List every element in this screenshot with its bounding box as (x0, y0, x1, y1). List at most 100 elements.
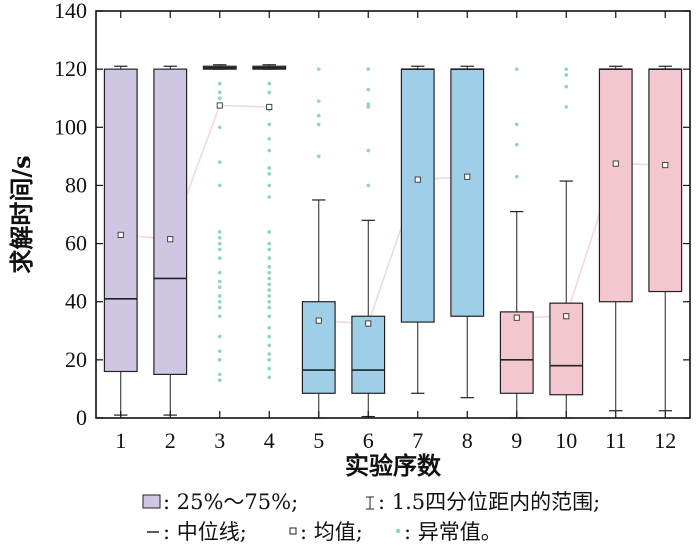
mean-marker (662, 162, 669, 169)
mean-marker (117, 231, 124, 238)
y-tick-label: 60 (65, 231, 87, 256)
mean-marker (315, 317, 322, 324)
y-axis-label: 求解时间/s (7, 155, 36, 273)
outlier-point (514, 67, 519, 71)
outlier-point (267, 148, 272, 153)
outlier-point (267, 195, 272, 199)
outlier-point (267, 366, 272, 371)
box-7 (400, 65, 435, 394)
x-tick-label: 3 (214, 428, 225, 453)
x-tick-label: 8 (462, 428, 473, 453)
plot-frame (95, 10, 691, 419)
box-4 (252, 64, 287, 70)
outlier-point (564, 84, 569, 89)
x-axis-ticks: 1 2 3 4 5 6 7 8 9 10 11 12 (115, 11, 676, 453)
outlier-point (267, 241, 272, 246)
x-axis-label: 实验序数 (345, 451, 442, 480)
x-tick-label: 1 (115, 428, 126, 453)
x-tick-label: 7 (412, 428, 423, 453)
x-tick-label: 9 (511, 428, 522, 453)
outlier-point (217, 230, 222, 234)
iqr-box (400, 68, 435, 323)
iqr-box (351, 315, 386, 394)
outlier-point (217, 90, 222, 95)
y-tick-label: 20 (65, 347, 87, 372)
iqr-box (153, 68, 188, 375)
legend-whisker-text: : 1.5四分位距内的范围; (378, 490, 600, 514)
y-tick-label: 0 (76, 405, 87, 430)
box-9 (499, 210, 534, 419)
mean-marker (464, 173, 471, 180)
y-tick-label: 120 (54, 56, 87, 81)
outlier-point (267, 270, 272, 275)
x-tick-label: 12 (654, 428, 676, 453)
outlier-point (217, 256, 222, 260)
outlier-point (217, 372, 222, 377)
mean-marker (365, 320, 372, 327)
box-5 (301, 199, 336, 419)
outlier-point (217, 378, 222, 383)
outlier-point (217, 125, 222, 130)
outlier-point (564, 105, 569, 109)
outlier-point (316, 67, 321, 71)
outlier-point (316, 99, 321, 103)
outlier-point (267, 282, 272, 287)
box-6 (351, 219, 386, 418)
x-tick-label: 6 (363, 428, 374, 453)
outlier-point (267, 326, 272, 330)
mean-connector-line (516, 162, 666, 319)
outlier-point (267, 172, 272, 176)
box-3 (202, 64, 237, 70)
outlier-point (267, 334, 272, 339)
box-10 (549, 180, 584, 419)
y-tick-label: 80 (65, 172, 87, 197)
outlier-point (267, 166, 272, 170)
legend-outlier-text: : 异常值。 (404, 520, 502, 544)
legend: : 25%～75%;: 1.5四分位距内的范围;: 中位线;: 均值;: 异常值… (142, 490, 600, 544)
outlier-point (267, 314, 272, 319)
outlier-point (267, 305, 272, 310)
outlier-point (217, 285, 222, 289)
outlier-point (316, 113, 321, 118)
outlier-point (267, 358, 272, 362)
outlier-point (267, 294, 272, 298)
iqr-box (301, 301, 336, 394)
mean-connector-line (120, 104, 270, 241)
mean-marker (612, 160, 619, 167)
y-axis-ticks: 0 20 40 60 80 100 120 140 (54, 0, 690, 430)
box-8 (450, 65, 485, 399)
outlier-point (564, 73, 569, 77)
mean-marker (167, 236, 174, 243)
y-tick-label: 140 (54, 0, 87, 23)
mean-connector-line (318, 175, 468, 325)
outlier-point (366, 67, 371, 71)
x-tick-label: 4 (264, 428, 275, 453)
outlier-point (267, 288, 272, 292)
legend-mean-text: : 均值; (300, 520, 363, 544)
outlier-point (514, 174, 519, 179)
outlier-point (267, 230, 272, 234)
mean-marker (414, 176, 421, 183)
outlier-point (217, 270, 222, 275)
outlier-point (217, 235, 222, 240)
legend-median-text: : 中位线; (163, 520, 247, 544)
outlier-point (267, 90, 272, 95)
outlier-point (217, 334, 222, 339)
outlier-point (267, 122, 272, 127)
outlier-point (217, 299, 222, 304)
outlier-point (316, 122, 321, 127)
box-12 (648, 65, 683, 412)
iqr-box (499, 311, 534, 394)
mean-marker (513, 314, 520, 321)
outlier-point (267, 299, 272, 304)
iqr-box (103, 68, 138, 373)
outlier-point (217, 358, 222, 362)
outlier-point (366, 183, 371, 188)
outlier-point (217, 241, 222, 246)
iqr-box (598, 68, 633, 303)
outlier-point (267, 81, 272, 86)
outlier-point (267, 265, 272, 269)
box-group (103, 64, 683, 419)
